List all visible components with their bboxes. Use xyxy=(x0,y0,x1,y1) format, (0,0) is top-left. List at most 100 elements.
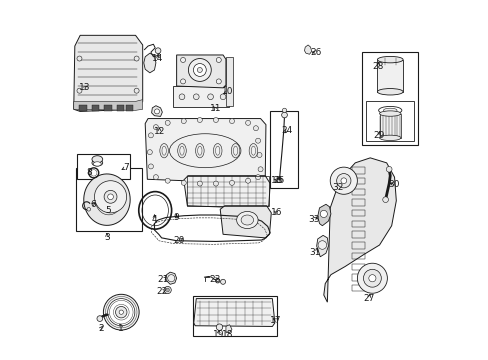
Circle shape xyxy=(167,275,175,282)
Circle shape xyxy=(193,64,206,76)
Text: 19: 19 xyxy=(213,330,224,339)
Bar xyxy=(80,105,86,111)
Circle shape xyxy=(216,79,221,84)
Ellipse shape xyxy=(180,146,184,155)
Circle shape xyxy=(220,94,225,100)
Text: 13: 13 xyxy=(79,83,90,92)
Text: 30: 30 xyxy=(387,180,399,189)
Bar xyxy=(362,52,417,145)
Polygon shape xyxy=(143,53,156,73)
Circle shape xyxy=(103,294,139,330)
Circle shape xyxy=(153,175,158,180)
Text: 17: 17 xyxy=(270,315,281,324)
Ellipse shape xyxy=(377,57,402,63)
Text: 2: 2 xyxy=(98,324,103,333)
Circle shape xyxy=(257,153,262,157)
Text: 1: 1 xyxy=(118,324,124,333)
Text: 12: 12 xyxy=(154,127,165,136)
Bar xyxy=(270,111,298,188)
Text: 5: 5 xyxy=(105,206,111,215)
Circle shape xyxy=(165,120,170,125)
Polygon shape xyxy=(323,158,395,302)
Bar xyxy=(351,167,365,174)
Circle shape xyxy=(216,324,222,330)
Circle shape xyxy=(154,109,159,114)
Polygon shape xyxy=(173,86,229,108)
Circle shape xyxy=(148,164,153,169)
Text: 9: 9 xyxy=(173,213,179,222)
Bar xyxy=(351,221,365,227)
Circle shape xyxy=(282,108,286,112)
Bar xyxy=(76,168,142,231)
Polygon shape xyxy=(225,325,231,333)
Ellipse shape xyxy=(241,215,253,225)
Text: 8: 8 xyxy=(86,168,92,177)
Circle shape xyxy=(180,58,185,63)
Circle shape xyxy=(180,79,185,84)
Polygon shape xyxy=(316,235,328,257)
Circle shape xyxy=(107,298,135,326)
Circle shape xyxy=(107,194,113,200)
Ellipse shape xyxy=(236,211,258,229)
Ellipse shape xyxy=(231,144,240,158)
Circle shape xyxy=(77,88,82,93)
Text: 11: 11 xyxy=(209,104,221,113)
Circle shape xyxy=(165,178,170,183)
Polygon shape xyxy=(183,176,270,208)
Circle shape xyxy=(320,210,326,217)
Circle shape xyxy=(155,48,161,54)
Circle shape xyxy=(115,306,127,318)
Text: 31: 31 xyxy=(309,248,320,257)
Text: 15: 15 xyxy=(270,176,282,185)
Bar xyxy=(116,105,123,111)
Ellipse shape xyxy=(162,146,166,155)
Circle shape xyxy=(245,178,250,183)
Circle shape xyxy=(340,178,346,184)
Ellipse shape xyxy=(160,144,168,158)
Circle shape xyxy=(207,94,213,100)
Text: 28: 28 xyxy=(372,62,384,71)
Text: 3: 3 xyxy=(104,233,110,242)
Bar xyxy=(91,105,99,111)
Ellipse shape xyxy=(177,144,186,158)
Polygon shape xyxy=(165,272,176,284)
Text: 33: 33 xyxy=(308,215,319,224)
Ellipse shape xyxy=(93,162,101,166)
Polygon shape xyxy=(193,298,274,327)
Circle shape xyxy=(181,180,186,185)
Polygon shape xyxy=(74,35,142,111)
Circle shape xyxy=(229,118,234,123)
Polygon shape xyxy=(225,58,233,106)
Circle shape xyxy=(368,275,375,282)
Text: 6: 6 xyxy=(90,200,96,209)
Polygon shape xyxy=(220,206,271,238)
Circle shape xyxy=(197,181,202,186)
Ellipse shape xyxy=(213,144,222,158)
Circle shape xyxy=(255,138,260,143)
Text: 29: 29 xyxy=(373,131,385,140)
Bar xyxy=(125,105,133,111)
Text: 26: 26 xyxy=(309,48,321,57)
Ellipse shape xyxy=(377,89,402,95)
Bar xyxy=(351,253,365,259)
Bar xyxy=(77,154,130,179)
Bar xyxy=(187,176,268,206)
Ellipse shape xyxy=(379,111,400,116)
Circle shape xyxy=(336,174,350,188)
Bar xyxy=(351,242,365,249)
Polygon shape xyxy=(145,118,265,184)
Polygon shape xyxy=(317,204,330,226)
Text: 32: 32 xyxy=(332,183,343,192)
Bar xyxy=(351,199,365,206)
Bar xyxy=(351,274,365,281)
Circle shape xyxy=(87,207,90,211)
Bar xyxy=(377,60,402,92)
Text: 14: 14 xyxy=(152,54,163,63)
Circle shape xyxy=(97,316,102,321)
Text: 16: 16 xyxy=(270,208,282,217)
Circle shape xyxy=(153,125,158,130)
Circle shape xyxy=(216,58,221,63)
Bar xyxy=(351,178,365,184)
Bar xyxy=(104,105,111,111)
Circle shape xyxy=(193,94,199,100)
